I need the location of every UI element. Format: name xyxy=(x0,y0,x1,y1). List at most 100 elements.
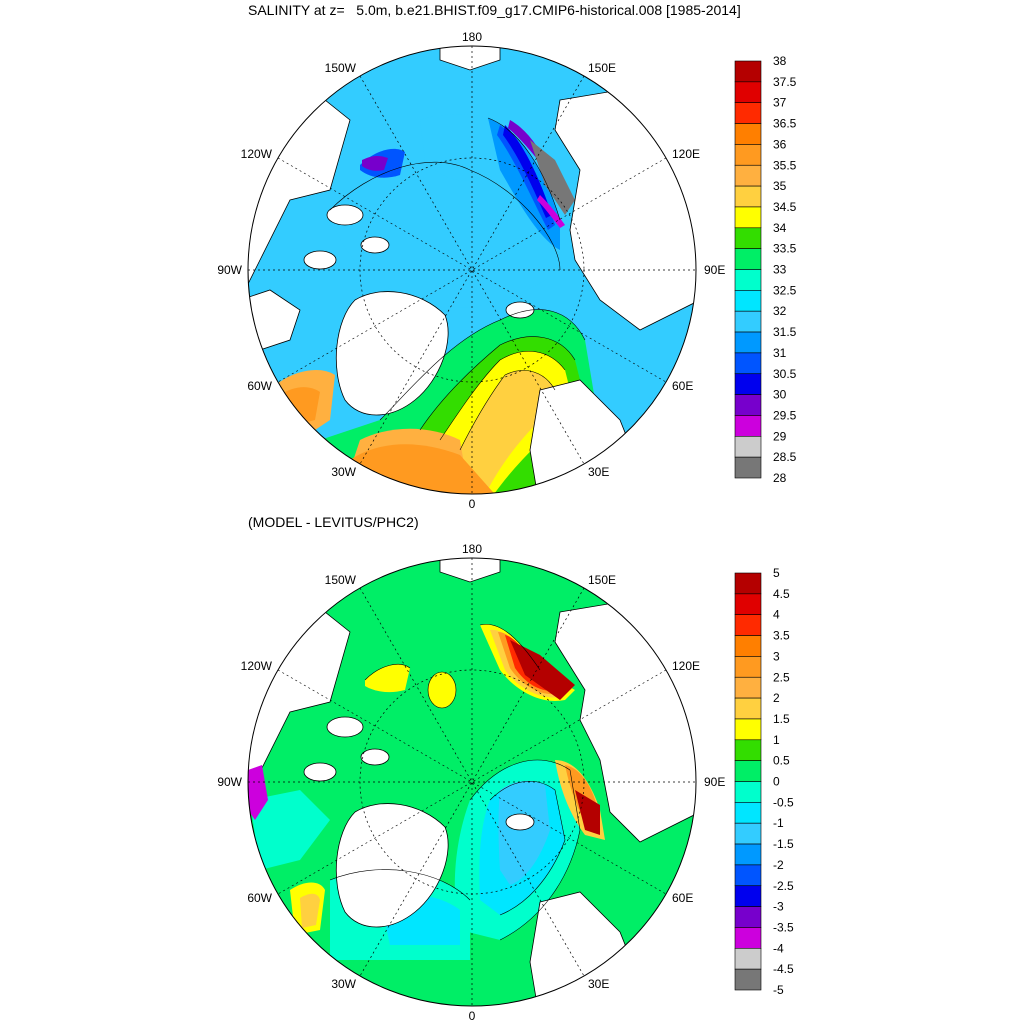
top-colorbar-swatch xyxy=(734,435,762,458)
top-colorbar-swatch xyxy=(734,185,762,208)
top-colorbar-swatch xyxy=(734,394,762,416)
bottom-lon-label-60w: 60W xyxy=(247,891,272,905)
top-colorbar-label: 33.5 xyxy=(773,242,797,256)
top-colorbar-label: 33 xyxy=(773,263,787,277)
bottom-graticule xyxy=(248,558,696,1006)
bottom-colorbar-swatch xyxy=(734,802,762,824)
top-lon-label-60w: 60W xyxy=(247,379,272,393)
bottom-lon-label-150w: 150W xyxy=(325,573,357,587)
bottom-colorbar-label: 2.5 xyxy=(773,670,790,684)
top-colorbar-label: 30 xyxy=(773,388,787,402)
top-lon-label-150e: 150E xyxy=(588,61,616,75)
bottom-colorbar-label: -1.5 xyxy=(773,837,794,851)
top-colorbar-swatch xyxy=(734,164,762,187)
bottom-colorbar-swatch xyxy=(734,822,762,845)
top-colorbar-swatch xyxy=(734,415,762,437)
bottom-lon-label-0: 0 xyxy=(469,1009,476,1023)
top-lon-label-30e: 30E xyxy=(588,465,609,479)
top-lon-label-120e: 120E xyxy=(672,147,700,161)
bottom-lon-label-30e: 30E xyxy=(588,977,609,991)
top-lon-label-30w: 30W xyxy=(331,465,356,479)
top-colorbar-label: 29 xyxy=(773,429,787,443)
bottom-colorbar-label: 4.5 xyxy=(773,587,790,601)
bottom-panel-title: (MODEL - LEVITUS/PHC2) xyxy=(248,514,419,530)
top-panel-title: SALINITY at z= 5.0m, b.e21.BHIST.f09_g17… xyxy=(248,2,741,18)
bottom-colorbar-swatch xyxy=(734,593,762,615)
top-colorbar-swatch xyxy=(734,102,762,124)
bottom-difference-map: 180 0 90W 90E 150W 120W 150E 120E 60W 30… xyxy=(217,542,725,1023)
bottom-lon-label-150e: 150E xyxy=(588,573,616,587)
bottom-colorbar-label: 1 xyxy=(773,733,780,747)
bottom-colorbar-swatch xyxy=(734,676,762,699)
top-colorbar: 38 37.5 37 36.5 36 35.5 35 34.5 34 33.5 33 32.5 32 31… xyxy=(734,54,797,485)
bottom-colorbar-label: -3.5 xyxy=(773,920,794,934)
bottom-colorbar-swatch xyxy=(734,927,762,949)
top-colorbar-label: 30.5 xyxy=(773,367,797,381)
bottom-colorbar-label: 0.5 xyxy=(773,754,790,768)
bottom-colorbar: 5 4.5 4 3.5 3 2.5 2 1.5 1 0.5 0 -0.5 -1 -1.5 -2 -2.5 -3 -… xyxy=(734,566,794,997)
bottom-colorbar-swatch xyxy=(734,760,762,782)
bottom-colorbar-label: 3.5 xyxy=(773,629,790,643)
top-salinity-map: 180 0 90W 90E 150W 120W 150E 120E 60W 30… xyxy=(217,30,725,511)
bottom-colorbar-swatch xyxy=(734,697,762,720)
top-colorbar-label: 38 xyxy=(773,54,787,68)
bottom-colorbar-label: 2 xyxy=(773,691,780,705)
bottom-colorbar-swatch xyxy=(734,781,762,803)
bottom-colorbar-swatch xyxy=(734,718,762,741)
top-colorbar-label: 34.5 xyxy=(773,200,797,214)
bottom-colorbar-swatch xyxy=(734,968,762,991)
greenland-landmass xyxy=(335,803,449,928)
top-colorbar-label: 31 xyxy=(773,346,787,360)
bottom-colorbar-label: -5 xyxy=(773,983,784,997)
bottom-colorbar-label: 1.5 xyxy=(773,712,790,726)
top-colorbar-label: 36.5 xyxy=(773,117,797,131)
bottom-lon-label-30w: 30W xyxy=(331,977,356,991)
top-colorbar-label: 32 xyxy=(773,304,787,318)
bottom-lon-label-90e: 90E xyxy=(704,775,725,789)
top-map-boundary xyxy=(247,45,697,495)
top-colorbar-swatch xyxy=(734,206,762,229)
top-colorbar-swatch xyxy=(734,352,762,375)
top-lon-label-120w: 120W xyxy=(241,147,273,161)
bottom-colorbar-label: -2.5 xyxy=(773,879,794,893)
top-lon-label-60e: 60E xyxy=(672,379,693,393)
bottom-lon-label-90w: 90W xyxy=(217,775,242,789)
top-colorbar-label: 28 xyxy=(773,471,787,485)
top-colorbar-swatch xyxy=(734,290,762,312)
top-graticule xyxy=(248,46,696,494)
top-colorbar-label: 29.5 xyxy=(773,408,797,422)
bottom-lon-label-180: 180 xyxy=(462,542,482,556)
top-colorbar-label: 32.5 xyxy=(773,283,797,297)
top-lon-label-90w: 90W xyxy=(217,263,242,277)
top-colorbar-label: 37 xyxy=(773,96,787,110)
bottom-lon-label-120e: 120E xyxy=(672,659,700,673)
bottom-map-boundary xyxy=(247,557,697,1007)
top-colorbar-swatch xyxy=(734,81,762,103)
top-lon-label-90e: 90E xyxy=(704,263,725,277)
bottom-colorbar-swatch xyxy=(734,947,762,970)
top-colorbar-label: 36 xyxy=(773,137,787,151)
bottom-colorbar-swatch xyxy=(734,906,762,928)
top-colorbar-label: 31.5 xyxy=(773,325,797,339)
bottom-colorbar-swatch xyxy=(734,656,762,678)
top-colorbar-label: 35 xyxy=(773,179,787,193)
top-colorbar-swatch xyxy=(734,248,762,270)
bottom-lon-label-60e: 60E xyxy=(672,891,693,905)
bottom-colorbar-swatch xyxy=(734,843,762,866)
bottom-colorbar-swatch xyxy=(734,635,762,657)
bottom-colorbar-label: 0 xyxy=(773,775,780,789)
bottom-colorbar-label: 5 xyxy=(773,566,780,580)
top-lon-label-180: 180 xyxy=(462,30,482,44)
bottom-colorbar-label: 4 xyxy=(773,608,780,622)
top-colorbar-swatch xyxy=(734,331,762,354)
top-colorbar-label: 28.5 xyxy=(773,450,797,464)
top-colorbar-label: 34 xyxy=(773,221,787,235)
top-colorbar-swatch xyxy=(734,269,762,291)
bottom-colorbar-label: -3 xyxy=(773,900,784,914)
bottom-colorbar-swatch xyxy=(734,614,762,636)
top-lon-label-150w: 150W xyxy=(325,61,357,75)
top-colorbar-swatch xyxy=(734,373,762,395)
top-lon-label-0: 0 xyxy=(469,497,476,511)
bottom-colorbar-label: -4.5 xyxy=(773,962,794,976)
